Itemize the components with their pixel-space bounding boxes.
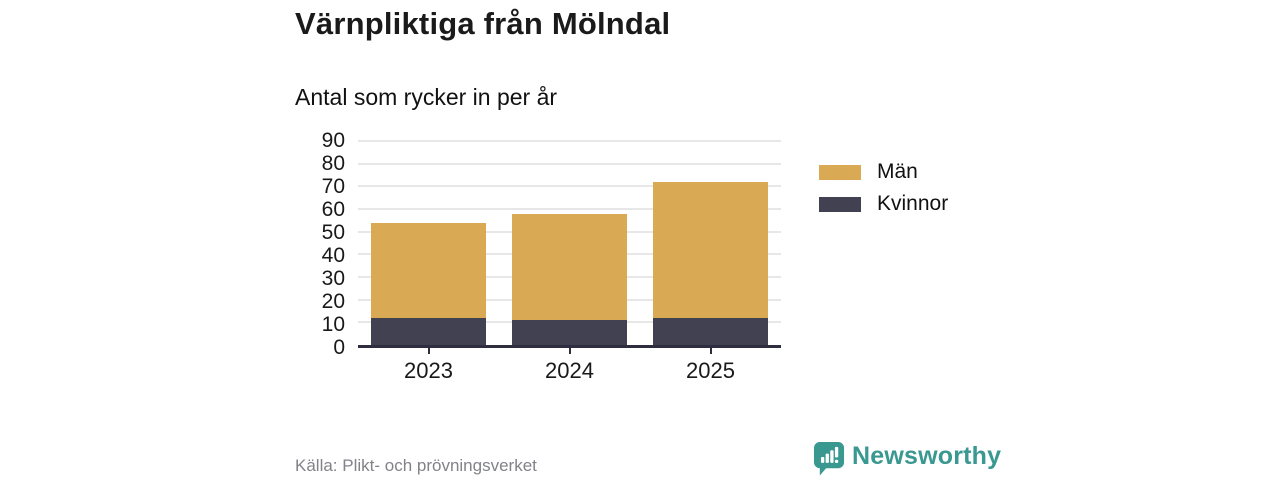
y-tick-label: 30 (321, 267, 345, 291)
bar-segment-kvinnor (653, 317, 768, 345)
x-tick (427, 347, 430, 354)
gridline (358, 208, 781, 211)
bar-group-2023 (358, 141, 499, 345)
y-tick-label: 10 (321, 313, 345, 336)
legend: Män Kvinnor (819, 160, 948, 216)
y-tick-label: 80 (321, 152, 345, 175)
legend-swatch (819, 164, 861, 180)
x-axis-label: 2025 (686, 358, 735, 383)
legend-label: Män (877, 160, 918, 183)
x-axis-label: 2024 (545, 358, 594, 383)
y-tick-label: 90 (321, 129, 345, 152)
x-tick (568, 347, 571, 354)
bar-group-2025 (640, 141, 781, 345)
x-axis-label: 2023 (404, 358, 453, 383)
source-text: Källa: Plikt- och prövningsverket (295, 456, 537, 475)
gridline (358, 140, 781, 142)
plot-area (358, 140, 781, 348)
y-tick-label: 70 (321, 175, 345, 198)
y-tick-label: 40 (321, 244, 345, 267)
bar-segment-kvinnor (512, 320, 627, 345)
bar-segment-män (371, 222, 486, 318)
legend-item-kvinnor: Kvinnor (819, 192, 948, 216)
bar-segment-män (653, 181, 768, 318)
stacked-bar (653, 141, 768, 345)
y-tick-label: 0 (333, 336, 345, 359)
bar-segment-kvinnor (371, 317, 486, 345)
newsworthy-icon (814, 442, 845, 476)
y-tick-label: 20 (321, 290, 345, 313)
newsworthy-wordmark: Newsworthy (852, 442, 1002, 470)
y-tick-label: 60 (321, 198, 345, 222)
stacked-bar (371, 141, 486, 345)
x-tick (709, 347, 712, 354)
gridline (358, 185, 781, 188)
y-axis: 0 10 20 30 40 50 60 70 80 90 (275, 129, 345, 359)
bar-segment-män (512, 213, 627, 321)
chart-subtitle: Antal som rycker in per år (295, 84, 558, 110)
legend-label: Kvinnor (877, 192, 949, 215)
legend-item-men: Män (819, 160, 948, 184)
newsworthy-logo: Newsworthy (814, 441, 1001, 476)
y-tick-label: 50 (321, 221, 345, 244)
gridline (358, 162, 781, 165)
x-axis: 2023 2024 2025 (358, 358, 781, 384)
legend-swatch (819, 196, 861, 212)
stacked-bar (512, 141, 627, 345)
chart-title: Värnpliktiga från Mölndal (295, 6, 671, 41)
bar-group-2024 (499, 141, 640, 345)
bar-layer (358, 141, 781, 345)
